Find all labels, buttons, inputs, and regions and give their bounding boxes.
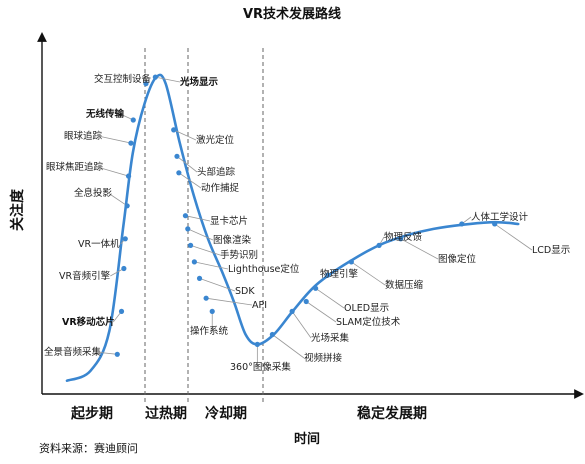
data-point <box>185 226 191 232</box>
point-label: 全景音频采集 <box>44 346 102 358</box>
point-label: 手势识别 <box>220 249 258 261</box>
data-point <box>188 242 194 248</box>
leader-line <box>206 297 253 306</box>
data-point <box>325 272 331 278</box>
point-label: 视频拼接 <box>304 352 343 364</box>
data-point <box>114 351 120 357</box>
leader-line <box>494 223 533 251</box>
y-axis-label: 关注度 <box>9 188 26 231</box>
data-point <box>124 203 130 209</box>
point-label: 操作系统 <box>190 325 229 337</box>
point-label: SLAM定位技术 <box>336 316 401 328</box>
data-point <box>130 117 136 123</box>
point-label: 数据压缩 <box>385 279 424 291</box>
point-label: VR音频引擎 <box>59 270 111 282</box>
leader-line <box>98 135 132 144</box>
data-point <box>348 259 354 265</box>
data-point <box>143 81 149 87</box>
leader-line <box>291 311 312 339</box>
point-label: 显卡芯片 <box>210 215 248 227</box>
leader-line <box>315 287 345 309</box>
point-label: LCD显示 <box>532 245 570 256</box>
point-label: 图像渲染 <box>213 234 252 246</box>
leader-line <box>190 245 221 256</box>
point-label: 物理反馈 <box>384 231 423 243</box>
data-point <box>269 331 275 338</box>
data-point <box>176 170 182 176</box>
leader-line <box>351 261 386 286</box>
leader-line <box>97 166 129 177</box>
leader-line <box>185 215 211 222</box>
leader-line <box>306 301 337 323</box>
leader-line <box>187 228 214 241</box>
point-label: 物理引擎 <box>320 268 359 280</box>
point-label: VR移动芯片 <box>62 316 115 328</box>
point-label: 360°图像采集 <box>230 361 291 373</box>
data-point <box>128 140 134 146</box>
point-label: 图像定位 <box>438 253 477 265</box>
phase-label-4: 稳定发展期 <box>357 405 427 422</box>
leader-line <box>199 278 236 292</box>
point-label: 动作捕捉 <box>201 182 240 194</box>
data-point <box>303 298 309 305</box>
data-point <box>118 308 125 314</box>
data-point <box>459 221 465 227</box>
point-label: OLED显示 <box>344 303 389 314</box>
point-label: 交互控制设备 <box>94 73 152 85</box>
point-label: 激光定位 <box>196 134 235 146</box>
x-axis-label: 时间 <box>294 431 320 447</box>
point-label: 光场显示 <box>179 76 219 88</box>
data-point <box>203 295 209 301</box>
data-point <box>171 127 177 133</box>
point-label: 眼球追踪 <box>64 130 103 142</box>
leader-line <box>400 238 439 260</box>
point-label: 光场采集 <box>311 332 350 344</box>
point-label: 无线传输 <box>85 108 125 120</box>
point-label: Lighthouse定位 <box>228 263 300 275</box>
source-note: 资料来源：赛迪顾问 <box>39 441 138 455</box>
data-point <box>313 285 319 291</box>
data-point <box>182 213 189 219</box>
leader-line <box>173 129 197 141</box>
data-point <box>152 74 158 80</box>
point-label: VR一体机 <box>78 238 120 250</box>
leader-line <box>95 351 118 355</box>
phase-label-2: 过热期 <box>145 405 187 422</box>
data-point <box>121 265 127 272</box>
data-point <box>122 236 128 242</box>
phase-label-3: 冷却期 <box>205 405 247 422</box>
point-label: 头部追踪 <box>197 166 236 178</box>
leader-line <box>107 192 128 207</box>
attention-curve <box>65 73 520 382</box>
phase-label-1: 起步期 <box>70 405 113 422</box>
leader-line <box>194 261 229 270</box>
leader-line <box>176 155 198 173</box>
leader-line <box>178 172 202 189</box>
point-label: 眼球焦距追踪 <box>46 161 104 173</box>
data-point <box>376 242 382 248</box>
data-point <box>254 341 260 347</box>
leader-line <box>272 334 305 359</box>
data-point <box>196 275 203 281</box>
data-point <box>191 259 197 265</box>
data-point <box>398 236 404 242</box>
chart-title: VR技术发展路线 <box>243 6 341 22</box>
data-point <box>125 173 132 179</box>
data-point <box>492 221 498 227</box>
point-label: 全息投影 <box>74 187 113 199</box>
point-label: SDK <box>235 286 255 297</box>
data-point <box>289 308 295 314</box>
point-label: 人体工学设计 <box>471 211 529 223</box>
leader-line <box>155 76 181 83</box>
point-label: API <box>252 300 267 311</box>
data-point <box>174 153 180 159</box>
data-point <box>209 308 215 314</box>
